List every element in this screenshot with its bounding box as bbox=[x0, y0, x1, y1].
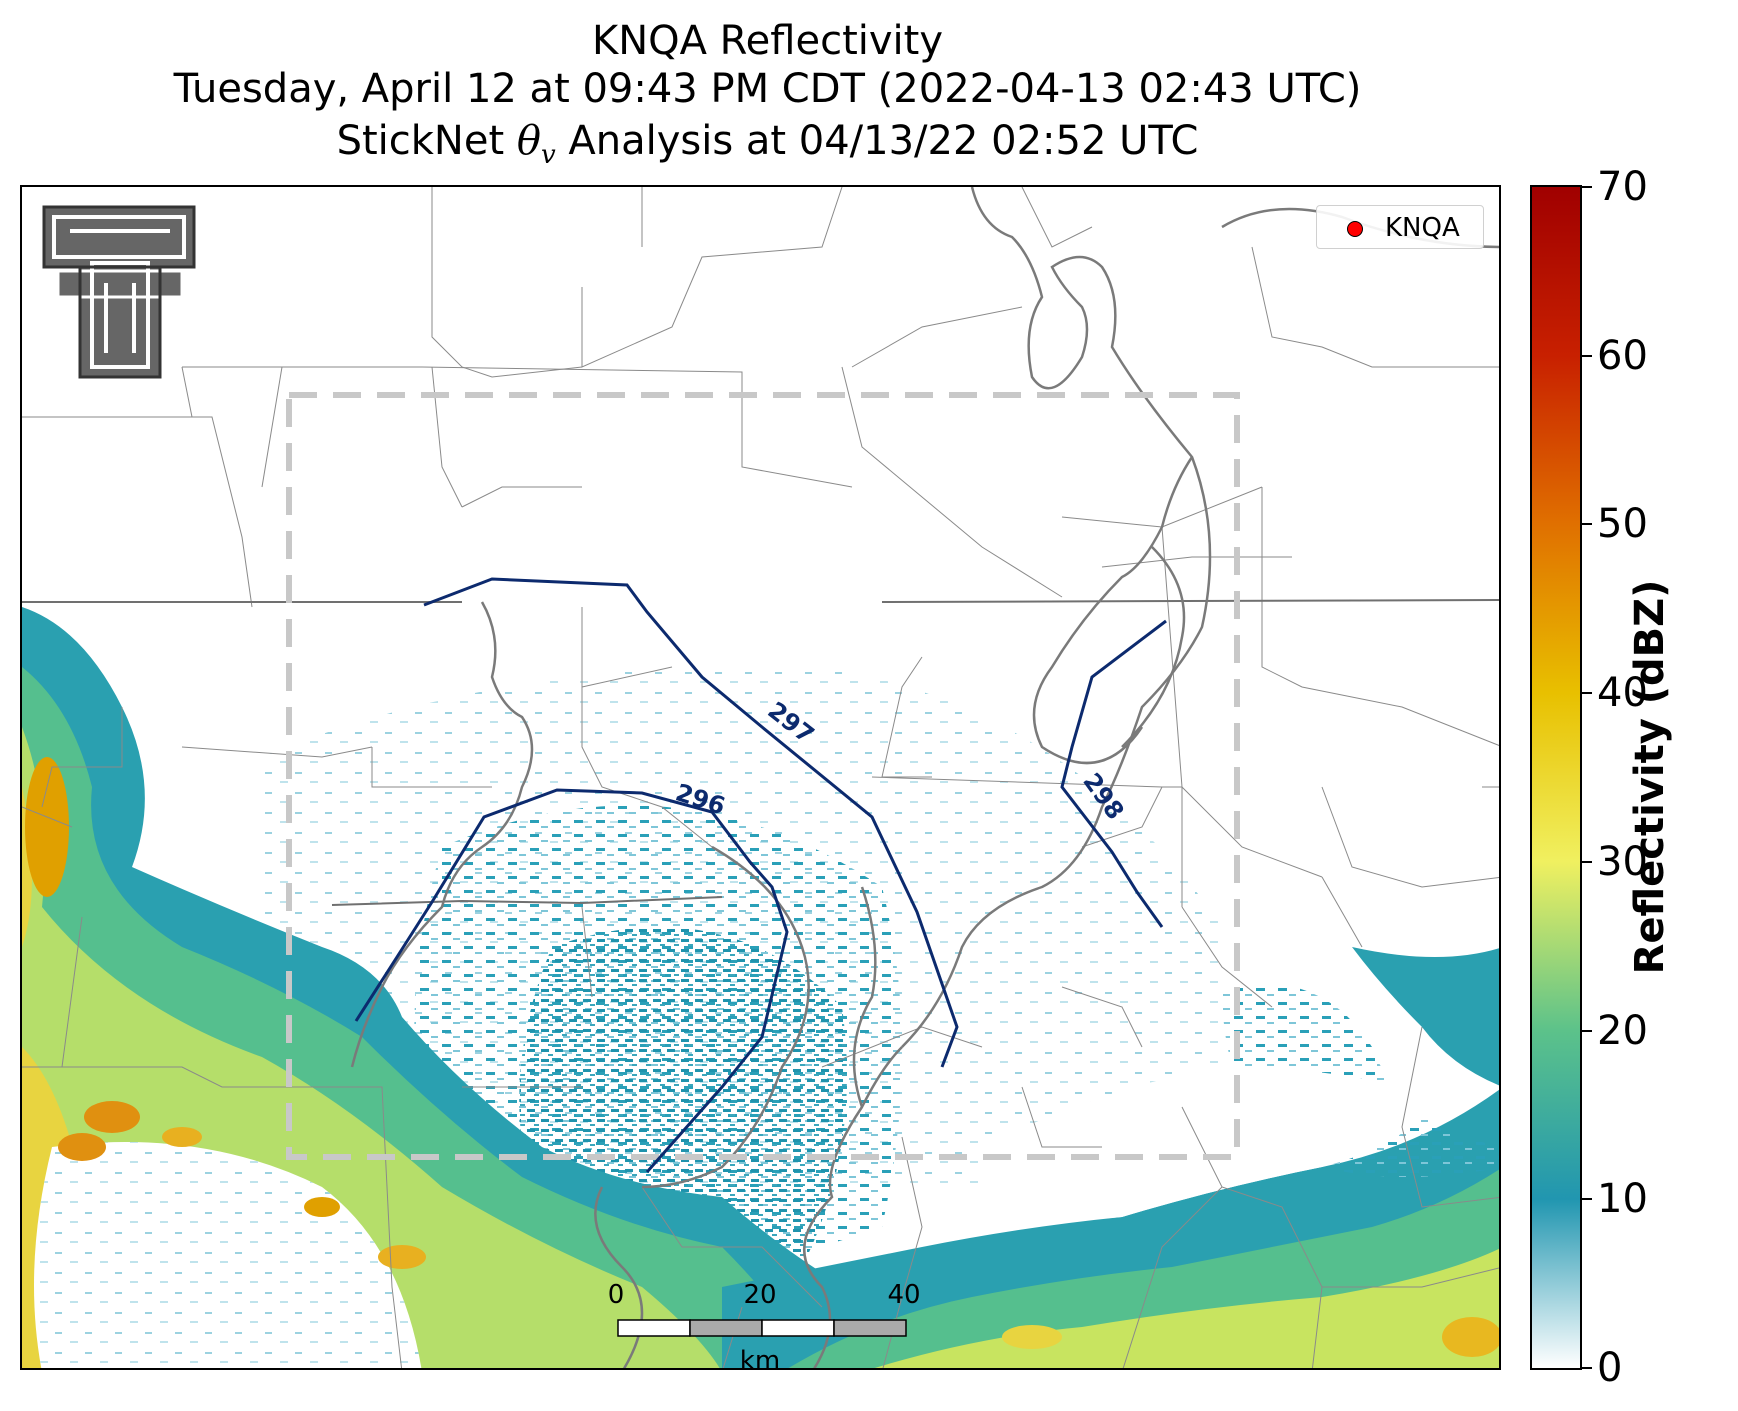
scale-bar-labels: 0 20 40 km bbox=[600, 1280, 921, 1380]
theta-symbol: θ bbox=[516, 118, 541, 164]
colorbar-tick-label: 20 bbox=[1597, 1007, 1648, 1054]
contour-298-line bbox=[1060, 619, 1167, 928]
colorbar-tick-label: 0 bbox=[1597, 1345, 1623, 1391]
western-precip-band bbox=[22, 607, 882, 1368]
texas-tech-double-t-logo-icon bbox=[40, 203, 200, 388]
colorbar-tickmark bbox=[1582, 1029, 1592, 1032]
clear-air-pocket bbox=[982, 1067, 1442, 1219]
scale-unit: km bbox=[739, 1346, 781, 1376]
colorbar-tickmark bbox=[1582, 186, 1592, 188]
scale-tick-20: 20 bbox=[743, 1280, 777, 1310]
colorbar-tickmark bbox=[1582, 354, 1592, 357]
legend-label: KNQA bbox=[1385, 213, 1460, 243]
title-line-3: StickNet θv Analysis at 04/13/22 02:52 U… bbox=[0, 118, 1535, 178]
colorbar-tickmark bbox=[1582, 1198, 1592, 1201]
colorbar-tickmark bbox=[1582, 860, 1592, 863]
title-line-3-prefix: StickNet bbox=[336, 118, 517, 164]
scale-bar bbox=[617, 1319, 907, 1337]
scale-tick-0: 0 bbox=[607, 1280, 625, 1310]
colorbar-tick-label: 10 bbox=[1597, 1176, 1648, 1223]
colorbar-tick-label: 60 bbox=[1597, 332, 1648, 379]
title-line-3-suffix: Analysis at 04/13/22 02:52 UTC bbox=[555, 118, 1199, 164]
colorbar-tick-label: 50 bbox=[1597, 501, 1648, 548]
map-panel[interactable]: 297 296 298 bbox=[20, 185, 1501, 1370]
map-legend: KNQA bbox=[1316, 205, 1484, 249]
contour-296-line bbox=[354, 788, 789, 1173]
scale-tick-40: 40 bbox=[887, 1280, 921, 1310]
colorbar-tick-label: 70 bbox=[1597, 164, 1648, 210]
theta-subscript: v bbox=[540, 140, 556, 170]
colorbar-tickmark bbox=[1582, 523, 1592, 526]
title-line-1: KNQA Reflectivity bbox=[591, 18, 944, 64]
rivers bbox=[350, 187, 1499, 1368]
analysis-domain-box bbox=[286, 392, 1240, 1160]
radar-map: 297 296 298 bbox=[22, 187, 1499, 1368]
colorbar-label: Reflectivity (dBZ) bbox=[1627, 579, 1673, 975]
colorbar-tick-label: 30 bbox=[1597, 838, 1648, 885]
reflectivity-colorbar bbox=[1530, 185, 1582, 1370]
colorbar-tickmark bbox=[1582, 1367, 1592, 1369]
contour-297-line bbox=[423, 577, 959, 1068]
theta-v-contours bbox=[354, 577, 1167, 1173]
state-boundaries bbox=[22, 599, 1499, 906]
title-line-2: Tuesday, April 12 at 09:43 PM CDT (2022-… bbox=[173, 66, 1362, 112]
colorbar-tick-label: 40 bbox=[1597, 670, 1648, 717]
colorbar-tickmark bbox=[1582, 692, 1592, 695]
knqa-marker-icon bbox=[1347, 221, 1363, 237]
